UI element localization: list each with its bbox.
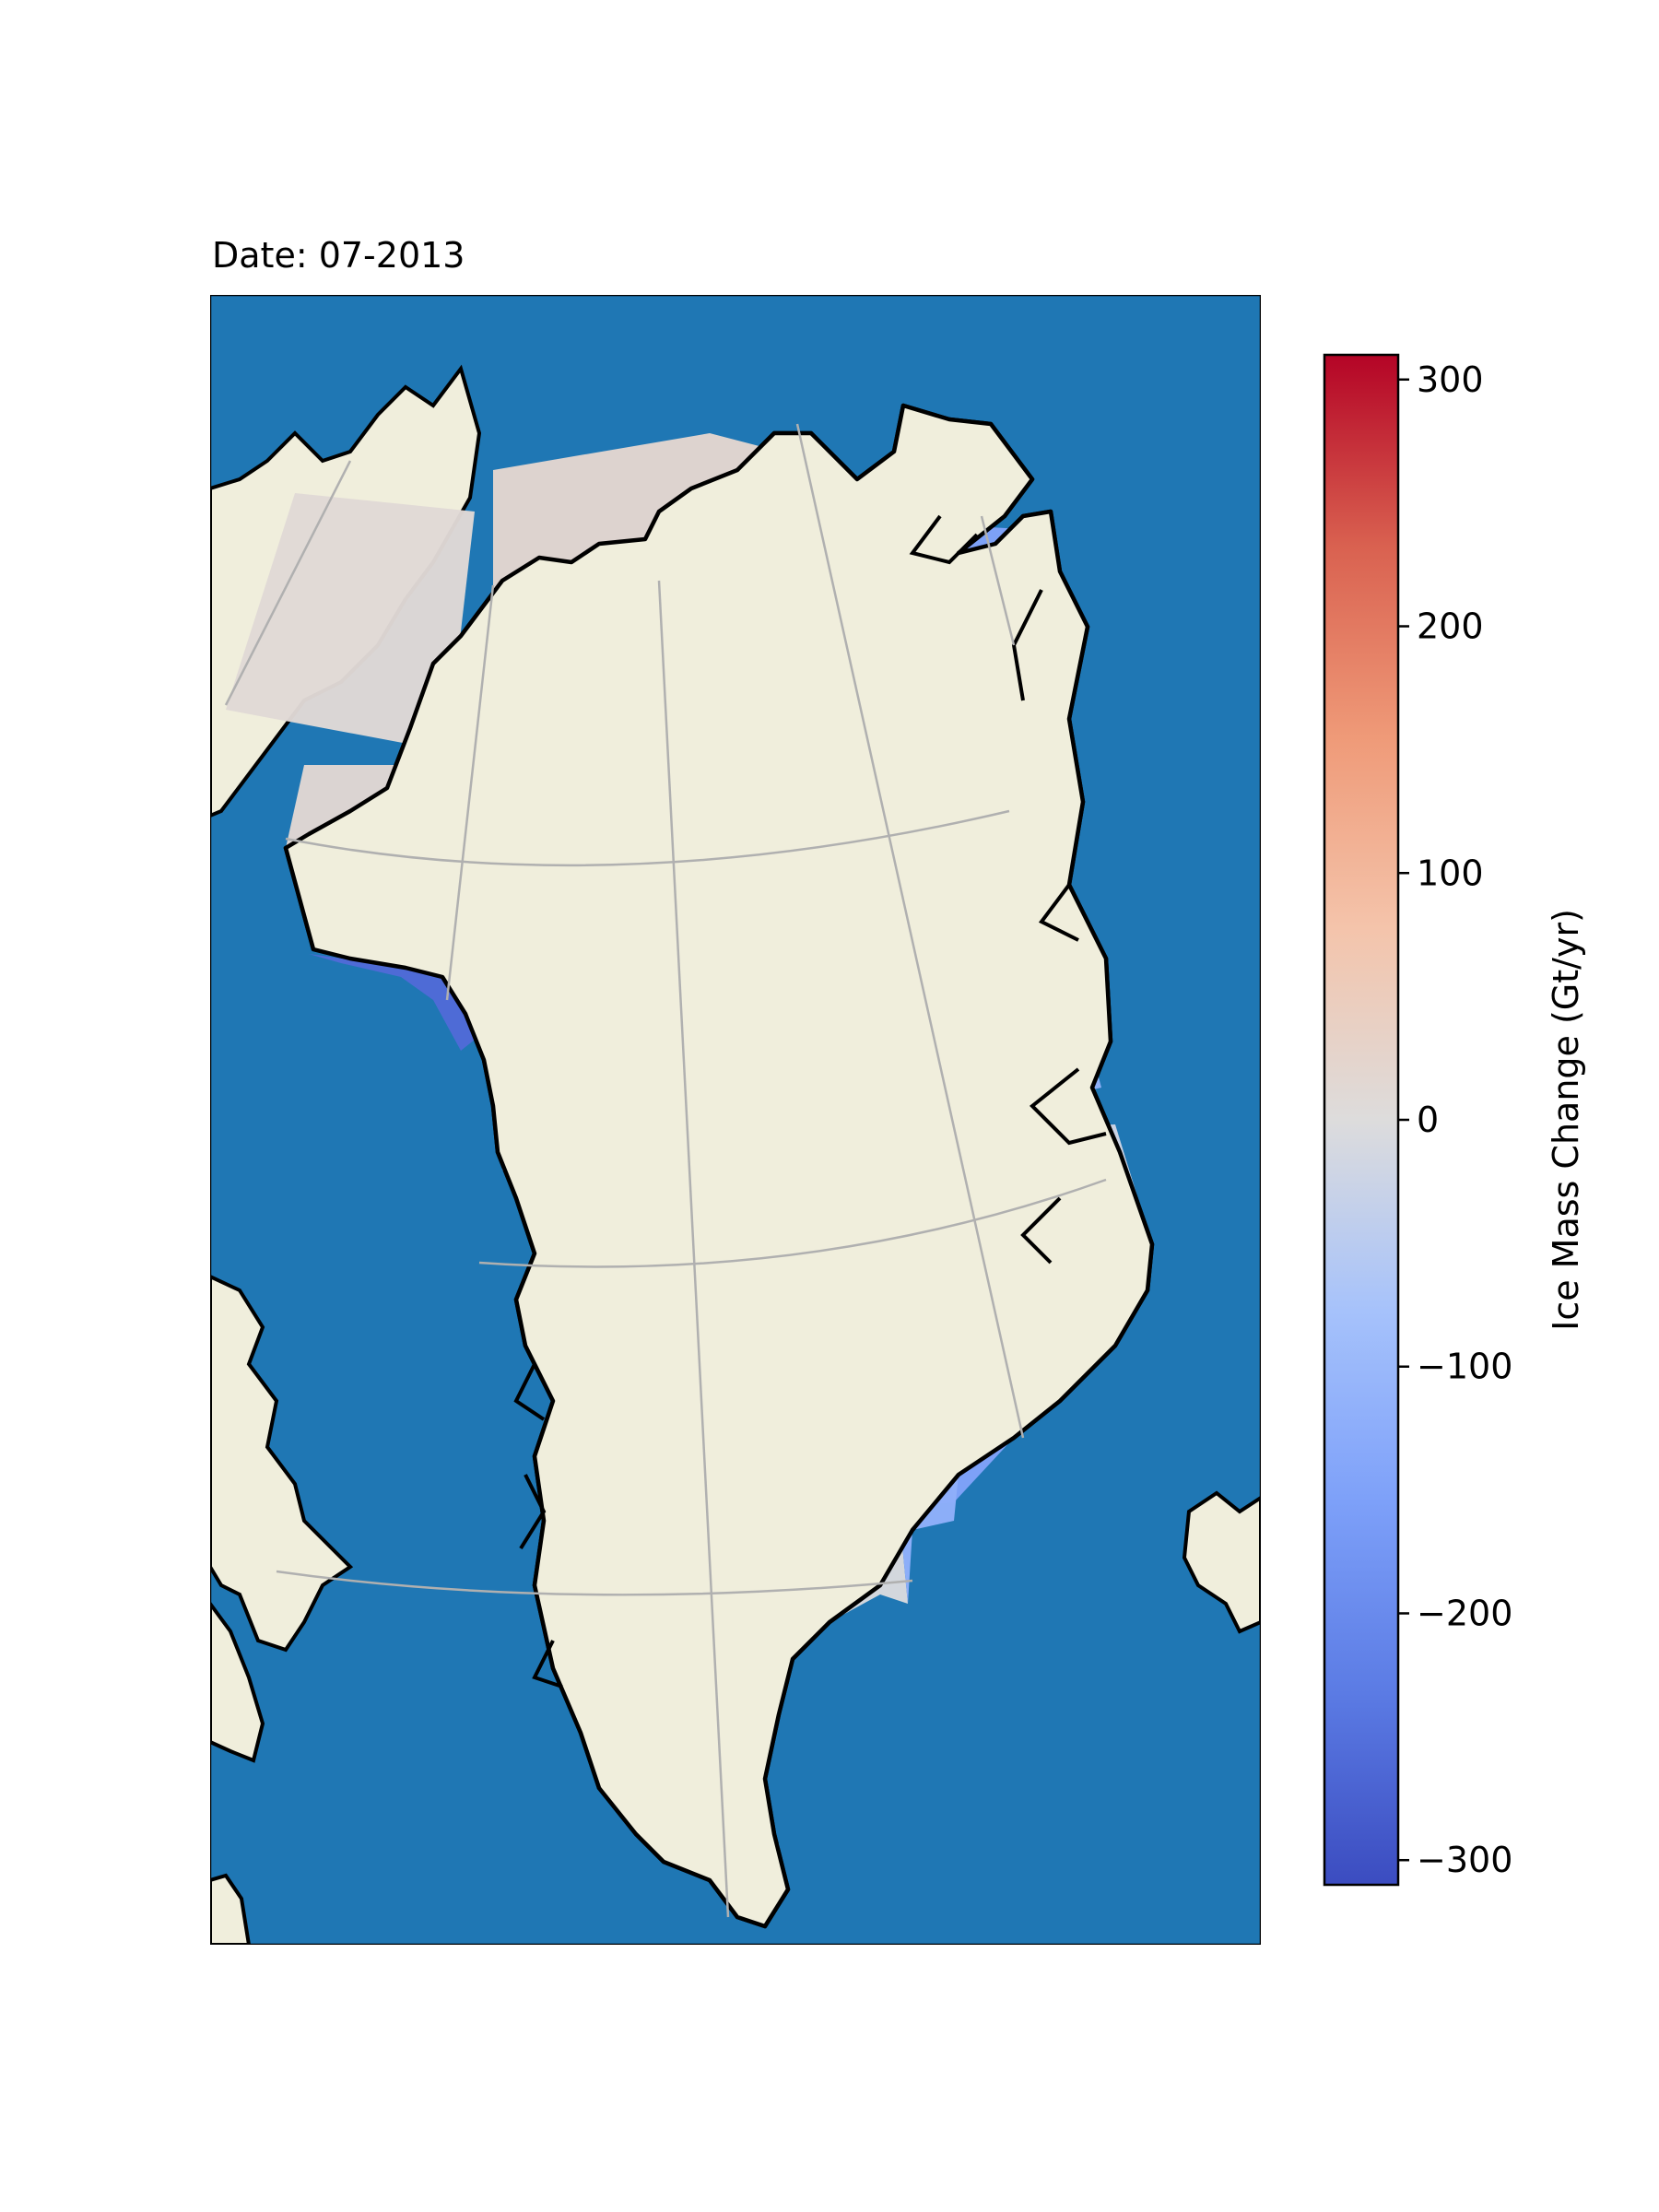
colorbar-tick-label: −300 <box>1417 1840 1512 1880</box>
colorbar-tick-label: 200 <box>1417 606 1484 647</box>
colorbar-tick-label: −200 <box>1417 1593 1512 1633</box>
colorbar-label: Ice Mass Change (Gt/yr) <box>1546 909 1586 1331</box>
land-baffin-south <box>210 1600 265 1763</box>
colorbar-tick-label: 100 <box>1417 853 1484 893</box>
graticule <box>224 423 1107 1918</box>
chart-title: Date: 07-2013 <box>212 235 465 276</box>
colorbar-tick-label: 300 <box>1417 359 1484 400</box>
land-east-island <box>1182 1490 1261 1634</box>
cell <box>226 493 475 751</box>
land-southwest-corner <box>210 1873 252 1945</box>
colorbar-tick-label: 0 <box>1417 1100 1439 1140</box>
colorbar-tick-label: −100 <box>1417 1347 1512 1387</box>
colorbar: 300 200 100 0 −100 −200 −300 Ice Mass Change (… <box>1323 353 1586 1887</box>
land-baffin <box>210 1274 354 1653</box>
map-panel <box>210 295 1261 1945</box>
colorbar-gradient <box>1323 353 1400 1887</box>
colorbar-ticks: 300 200 100 0 −100 −200 −300 <box>1398 359 1512 1880</box>
